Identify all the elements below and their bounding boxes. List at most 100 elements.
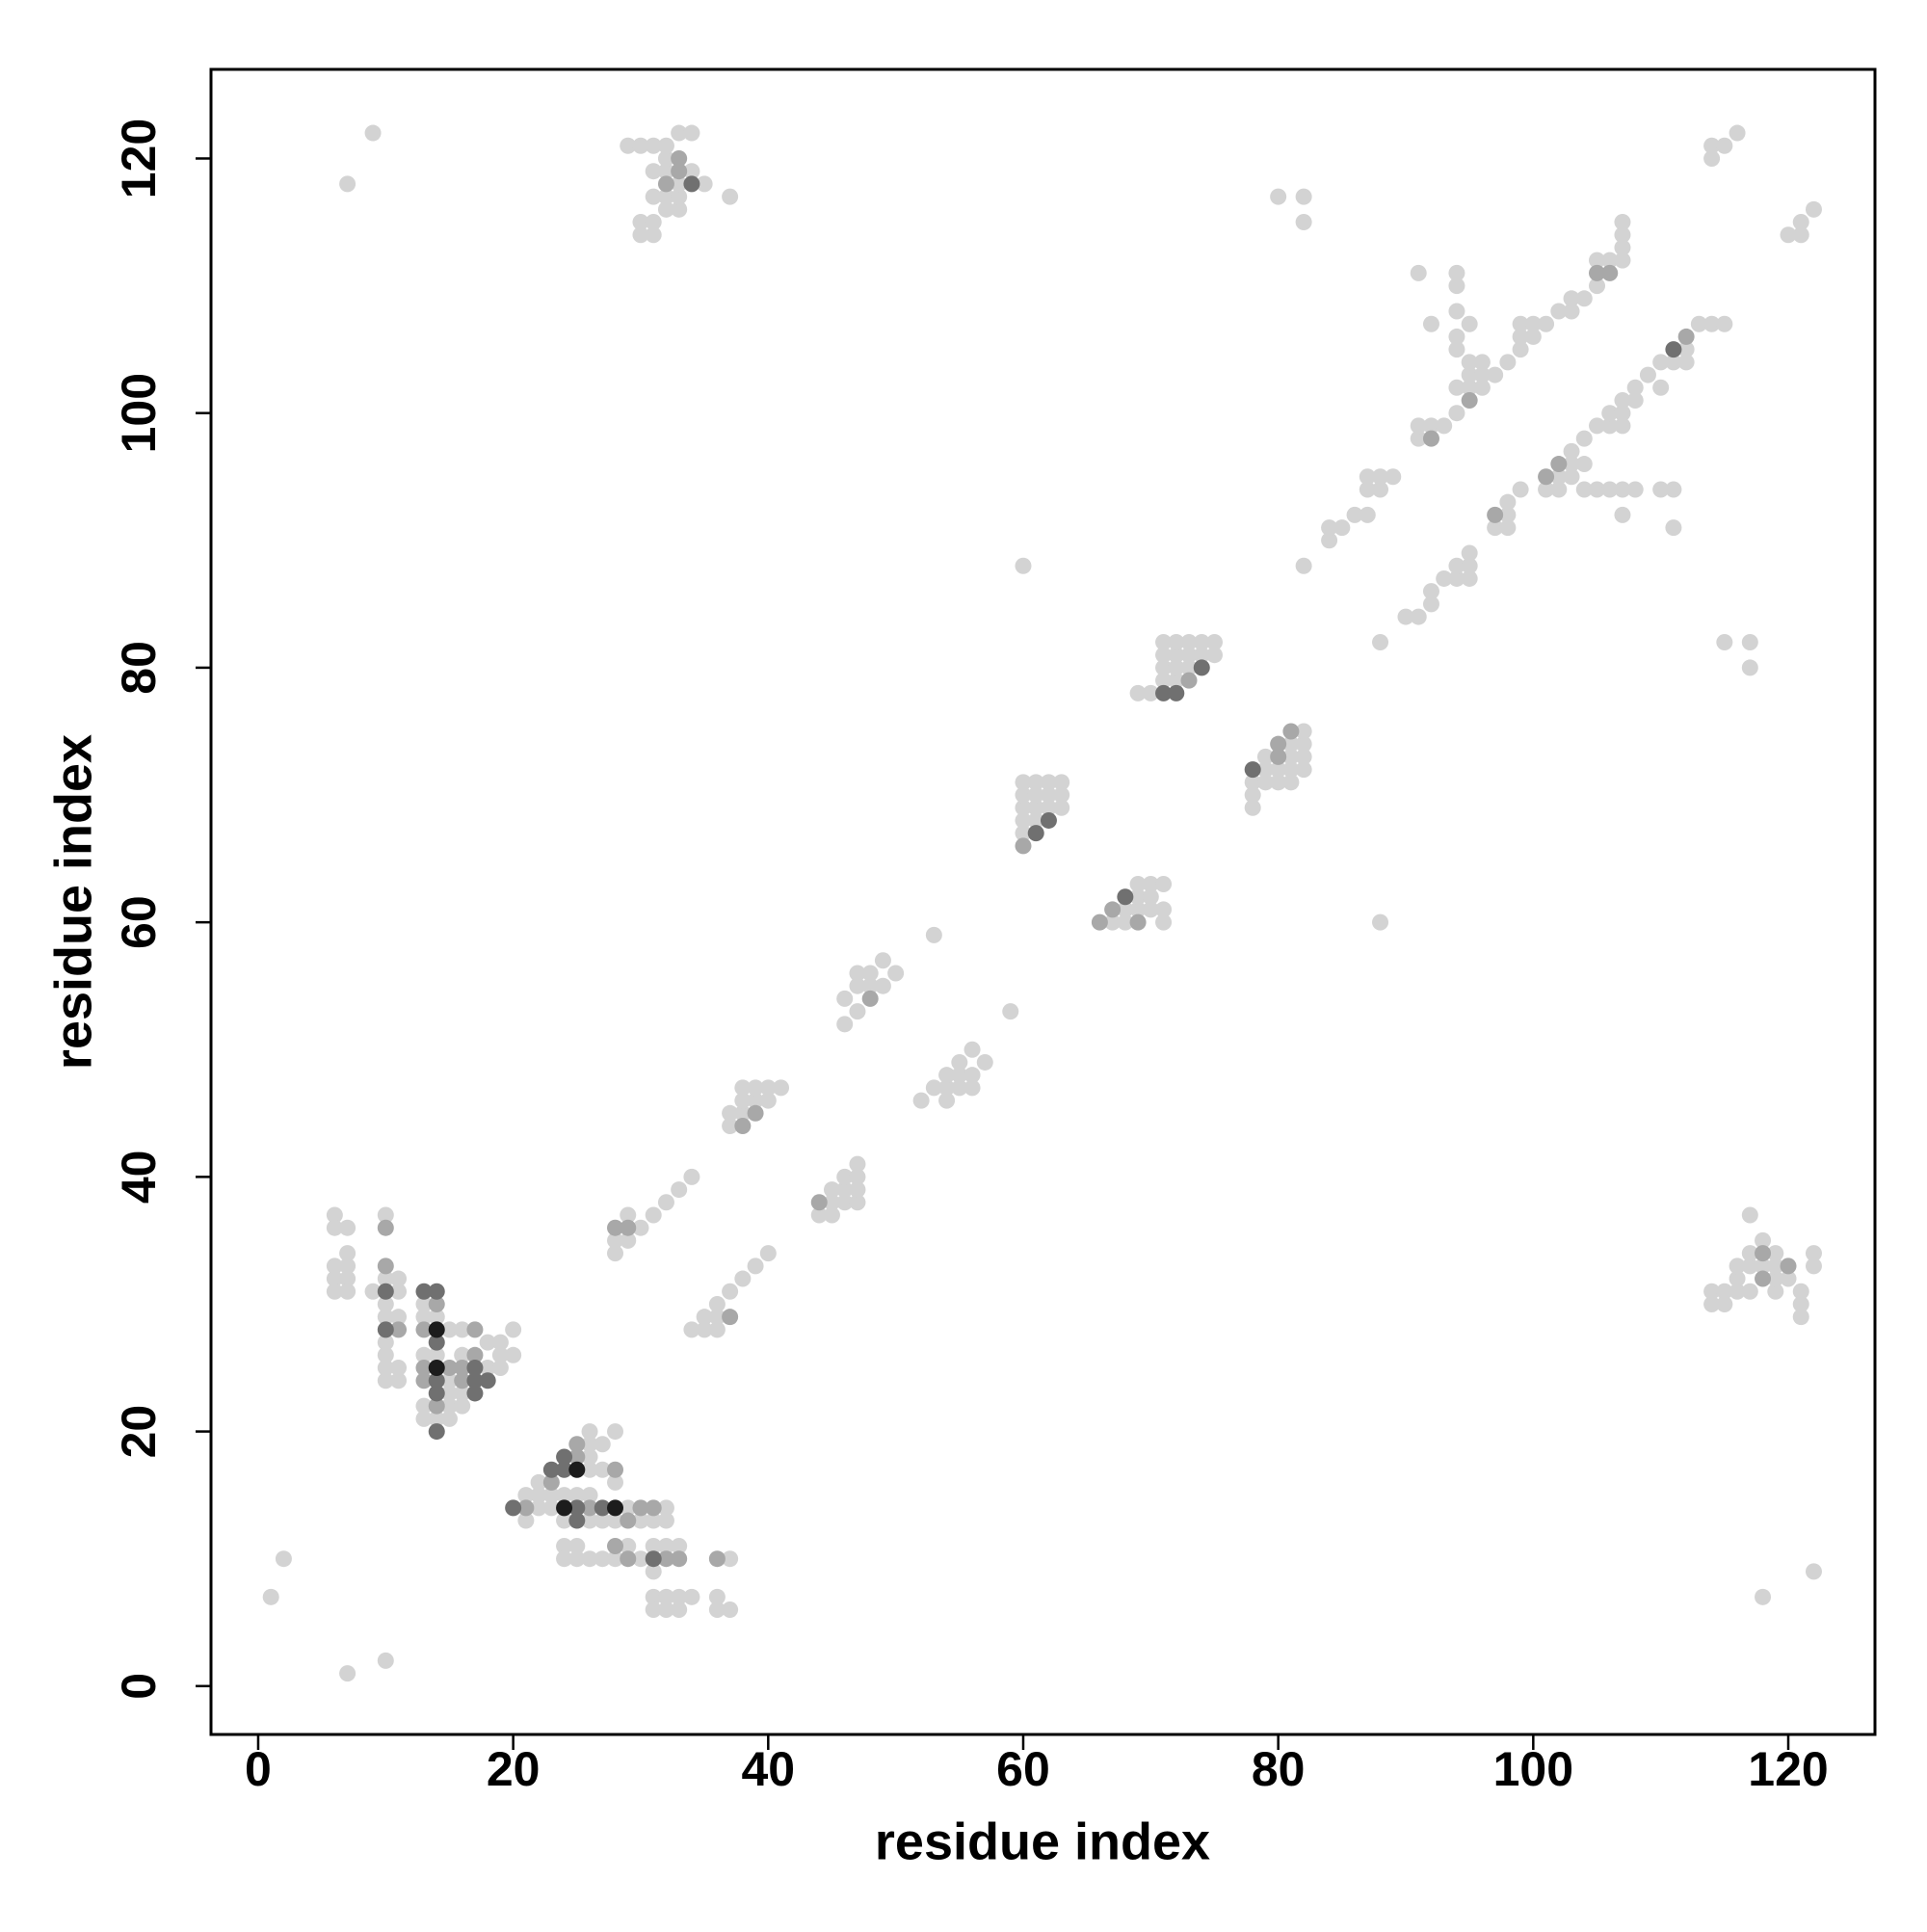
- point: [671, 149, 688, 167]
- point: [1410, 430, 1427, 447]
- point: [1359, 506, 1376, 523]
- point: [708, 1295, 726, 1312]
- point: [1168, 672, 1185, 689]
- point: [1767, 1257, 1784, 1275]
- point: [1575, 481, 1593, 498]
- point: [1117, 888, 1134, 906]
- point: [1129, 684, 1147, 701]
- point: [620, 1512, 637, 1529]
- point: [1155, 901, 1173, 918]
- point: [671, 1550, 688, 1568]
- point: [339, 1665, 356, 1682]
- point: [1499, 493, 1517, 511]
- point: [722, 1283, 739, 1300]
- point: [415, 1397, 433, 1415]
- point: [440, 1321, 458, 1338]
- point: [1563, 303, 1580, 320]
- point: [1461, 315, 1478, 332]
- point: [1767, 1270, 1784, 1287]
- point: [657, 1601, 674, 1619]
- point: [556, 1487, 573, 1504]
- point: [632, 1550, 649, 1568]
- point: [581, 1461, 598, 1478]
- point: [1410, 264, 1427, 281]
- point: [632, 1219, 649, 1236]
- point: [440, 1397, 458, 1415]
- point: [581, 1423, 598, 1441]
- point: [696, 1321, 713, 1338]
- point: [568, 1448, 586, 1466]
- point: [759, 1245, 777, 1262]
- point: [683, 124, 700, 142]
- point: [1589, 251, 1606, 269]
- point: [1295, 214, 1312, 231]
- point: [861, 990, 879, 1007]
- point: [620, 1206, 637, 1224]
- point: [734, 1118, 752, 1135]
- point: [1244, 799, 1261, 816]
- point: [645, 1588, 662, 1605]
- point: [1601, 251, 1619, 269]
- x-axis-label: residue index: [875, 1813, 1210, 1870]
- point: [1792, 1309, 1809, 1326]
- point: [415, 1283, 433, 1300]
- point: [683, 163, 700, 180]
- point: [326, 1219, 343, 1236]
- point: [339, 1245, 356, 1262]
- point: [683, 1168, 700, 1185]
- point: [1448, 405, 1465, 422]
- point: [1601, 405, 1619, 422]
- point: [581, 1550, 598, 1568]
- point: [657, 188, 674, 205]
- point: [657, 1512, 674, 1529]
- point: [823, 1206, 840, 1224]
- point: [1397, 608, 1414, 625]
- y-tick-label: 40: [112, 1151, 166, 1204]
- point: [415, 1295, 433, 1312]
- point: [1040, 799, 1057, 816]
- point: [1142, 684, 1159, 701]
- point: [722, 1601, 739, 1619]
- point: [1027, 825, 1044, 842]
- point: [836, 1194, 854, 1211]
- point: [428, 1397, 445, 1415]
- point: [1129, 913, 1147, 931]
- point: [645, 1563, 662, 1580]
- point: [326, 1270, 343, 1287]
- point: [607, 1473, 624, 1491]
- point: [1168, 647, 1185, 664]
- point: [1053, 799, 1070, 816]
- point: [1512, 481, 1529, 498]
- point: [1422, 583, 1439, 600]
- point: [708, 1309, 726, 1326]
- point: [556, 1550, 573, 1568]
- point: [1575, 290, 1593, 307]
- point: [1473, 366, 1491, 384]
- point: [810, 1194, 828, 1211]
- point: [1614, 239, 1631, 256]
- point: [938, 1067, 956, 1084]
- point: [1321, 519, 1338, 537]
- point: [1448, 341, 1465, 358]
- point: [964, 1041, 981, 1058]
- point: [415, 1346, 433, 1363]
- point: [377, 1372, 394, 1389]
- point: [1053, 774, 1070, 791]
- point: [364, 124, 382, 142]
- point: [1741, 1283, 1758, 1300]
- point: [964, 1079, 981, 1097]
- point: [1027, 811, 1044, 829]
- point: [849, 1194, 866, 1211]
- point: [568, 1461, 586, 1478]
- point: [1193, 659, 1210, 676]
- point: [1422, 430, 1439, 447]
- point: [491, 1346, 509, 1363]
- point: [1117, 913, 1134, 931]
- point: [1614, 214, 1631, 231]
- point: [1780, 1270, 1797, 1287]
- point: [1729, 1270, 1746, 1287]
- point: [415, 1321, 433, 1338]
- point: [620, 1219, 637, 1236]
- point: [1690, 315, 1707, 332]
